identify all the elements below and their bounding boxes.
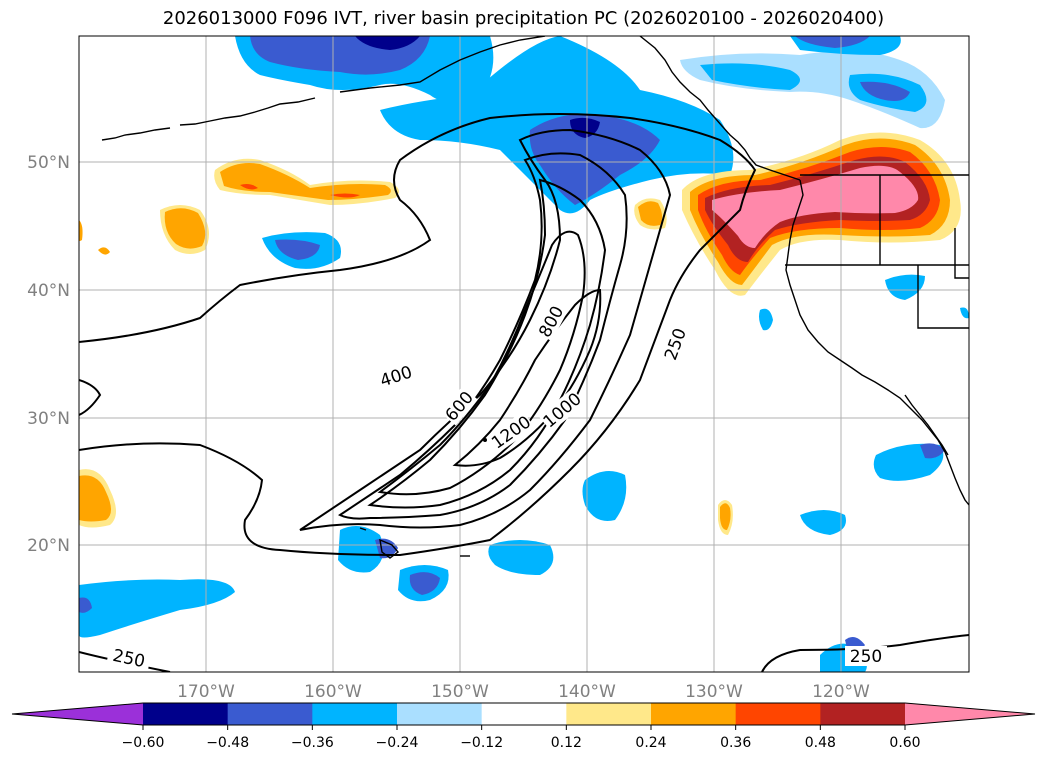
colorbar-tick-label: 0.12: [551, 735, 582, 751]
lat-label: 50°N: [27, 153, 70, 173]
map-title: 2026013000 F096 IVT, river basin precipi…: [162, 8, 885, 29]
colorbar-tick-label: −0.24: [376, 735, 419, 751]
lon-label: 130°W: [685, 682, 743, 702]
lon-label: 140°W: [558, 682, 616, 702]
lat-label: 30°N: [27, 409, 70, 429]
lon-label: 160°W: [304, 682, 362, 702]
coastlines: [101, 36, 969, 559]
colorbar-segment: [820, 703, 906, 725]
colorbar-extend-high: [905, 703, 1035, 725]
colorbar-tick-label: −0.60: [122, 735, 165, 751]
contour-labels: 800 400 600 1200 1000 250 250 250: [106, 300, 887, 672]
colorbar-segment: [481, 703, 567, 725]
colorbar-segment: [227, 703, 313, 725]
colorbar-segment: [566, 703, 652, 725]
colorbar-tick-label: −0.48: [206, 735, 249, 751]
colorbar-tick-label: 0.36: [720, 735, 751, 751]
lon-label: 150°W: [431, 682, 489, 702]
colorbar-extend-low: [12, 703, 143, 725]
colorbar-tick-label: −0.12: [460, 735, 503, 751]
colorbar-segment: [397, 703, 483, 725]
lat-label: 40°N: [27, 281, 70, 301]
contour-label: 250: [850, 647, 882, 667]
colorbar-tick-label: 0.48: [805, 735, 836, 751]
latitude-labels: 50°N 40°N 30°N 20°N: [27, 153, 70, 556]
colorbar-tick-label: 0.60: [889, 735, 920, 751]
colorbar-segment: [312, 703, 398, 725]
graticule: [79, 36, 969, 672]
colorbar-tick-label: 0.24: [635, 735, 666, 751]
colorbar-segment: [735, 703, 821, 725]
map-frame: [78, 35, 970, 673]
colorbar: −0.60 −0.48 −0.36 −0.24 −0.12 0.12 0.24 0.36 0.4…: [11, 702, 1036, 751]
colorbar-segment: [143, 703, 229, 725]
colorbar-segment: [651, 703, 737, 725]
lon-label: 120°W: [812, 682, 870, 702]
negative-anomaly-regions: [79, 36, 969, 672]
ivt-contours: [79, 113, 969, 672]
longitude-labels: 170°W 160°W 150°W 140°W 130°W 120°W: [177, 682, 870, 702]
lon-label: 170°W: [177, 682, 235, 702]
colorbar-tick-label: −0.36: [291, 735, 334, 751]
lat-label: 20°N: [27, 536, 70, 556]
